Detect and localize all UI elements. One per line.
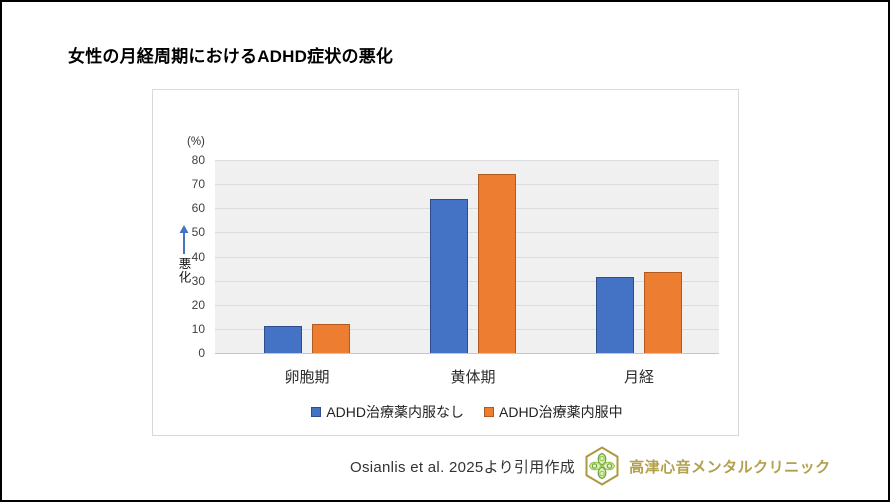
y-axis-tick-10: 10 <box>191 321 205 336</box>
y-axis-tick-70: 70 <box>191 177 205 192</box>
legend-label: ADHD治療薬内服中 <box>499 404 623 420</box>
bar-卵胞期-series2 <box>312 324 350 353</box>
logo-leaf <box>597 452 607 466</box>
logo-leaf <box>597 466 607 480</box>
y-axis-tick-40: 40 <box>191 249 205 264</box>
y-axis-tick-20: 20 <box>191 297 205 312</box>
y-axis-tick-50: 50 <box>191 225 205 240</box>
up-arrow-icon <box>179 225 189 254</box>
legend-label: ADHD治療薬内服なし <box>326 404 464 420</box>
citation-text: Osianlis et al. 2025より引用作成 <box>350 458 576 476</box>
logo-leaf <box>588 461 602 471</box>
legend-item-series2: ADHD治療薬内服中 <box>484 404 623 420</box>
gridline-70 <box>215 184 719 185</box>
bar-卵胞期-series1 <box>264 326 302 353</box>
bar-月経-series2 <box>644 272 682 353</box>
y-axis-annotation-label: 悪化 <box>176 257 191 284</box>
chart-legend: ADHD治療薬内服なし ADHD治療薬内服中 <box>215 404 719 420</box>
y-axis-tick-30: 30 <box>191 273 205 288</box>
y-axis-tick-0: 0 <box>198 346 205 360</box>
clinic-name: 高津心音メンタルクリニック <box>629 458 831 476</box>
y-axis-annotation: 悪化 <box>173 224 195 284</box>
gridline-80 <box>215 160 719 161</box>
footer: Osianlis et al. 2025より引用作成 高津心音メンタルクリニック <box>350 442 831 490</box>
y-axis-tick-80: 80 <box>191 153 205 167</box>
bar-黄体期-series1 <box>430 198 468 353</box>
legend-item-series1: ADHD治療薬内服なし <box>311 404 464 420</box>
legend-swatch-icon <box>484 407 494 417</box>
chart-card: (%) 悪化 ADHD治療薬内服なし ADHD治療薬内服中 0 10 20 30 40 50… <box>152 89 739 436</box>
chart-title: 女性の月経周期におけるADHD症状の悪化 <box>68 47 394 66</box>
y-axis-tick-60: 60 <box>191 201 205 216</box>
bar-黄体期-series2 <box>478 174 516 353</box>
legend-swatch-icon <box>311 407 322 417</box>
x-axis-category-卵胞期: 卵胞期 <box>284 369 330 386</box>
x-axis-category-月経: 月経 <box>623 369 654 386</box>
plot-area <box>215 160 719 354</box>
bar-月経-series1 <box>596 277 634 353</box>
x-axis-category-黄体期: 黄体期 <box>450 369 496 386</box>
logo-leaf <box>602 461 616 471</box>
clinic-logo-icon <box>585 446 619 486</box>
y-axis-unit-label: (%) <box>187 136 205 148</box>
